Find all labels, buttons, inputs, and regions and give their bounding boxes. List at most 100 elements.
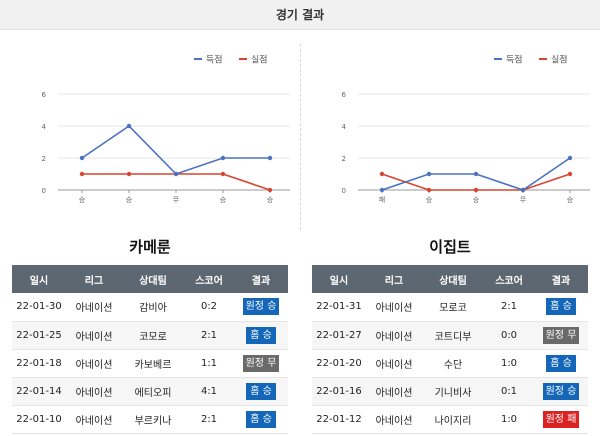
- y-tick-label: 6: [342, 91, 347, 99]
- line-chart-svg: 득점 실점 0 2 4 6 승 승 무 승 승: [42, 54, 290, 204]
- header-opponent: 상대팀: [122, 265, 184, 293]
- data-point-conceded: [267, 187, 273, 193]
- x-tick-label: 승: [426, 196, 433, 204]
- header-date: 일시: [12, 265, 66, 293]
- page-title: 경기 결과: [275, 8, 325, 22]
- data-point-scored: [173, 171, 179, 177]
- result-badge: 홈 승: [546, 298, 576, 316]
- table-row: 22-01-31 아네이션 모로코 2:1 홈 승: [312, 293, 588, 322]
- table-row: 22-01-20 아네이션 수단 1:0 홈 승: [312, 349, 588, 378]
- match-opponent: 코모로: [122, 321, 184, 350]
- y-tick-label: 2: [42, 155, 46, 163]
- match-opponent: 부르키나: [122, 405, 184, 434]
- table-row: 22-01-12 아네이션 나이지리 1:0 원정 패: [312, 405, 588, 434]
- match-opponent: 카보베르: [122, 349, 184, 378]
- header-result: 결과: [534, 265, 588, 293]
- y-tick-label: 4: [42, 123, 47, 131]
- data-point-conceded: [79, 171, 85, 177]
- match-date: 22-01-12: [312, 405, 366, 434]
- match-league: 아네이션: [66, 405, 122, 434]
- match-result: 원정 무: [234, 349, 288, 378]
- series-line-scored: [81, 124, 270, 175]
- legend-label-1: 실점: [551, 54, 568, 66]
- x-tick-label: 승: [567, 196, 574, 204]
- match-opponent: 나이지리: [422, 405, 484, 434]
- match-result: 홈 승: [534, 293, 588, 322]
- match-score: 1:1: [184, 349, 234, 378]
- x-tick-label: 승: [220, 196, 227, 204]
- result-badge: 원정 무: [242, 354, 280, 372]
- match-league: 아네이션: [366, 321, 422, 350]
- table-row: 22-01-30 아네이션 감비아 0:2 원정 승: [12, 293, 288, 322]
- header-result: 결과: [234, 265, 288, 293]
- match-date: 22-01-20: [312, 349, 366, 378]
- match-league: 아네이션: [366, 377, 422, 406]
- cameroon-results-chart: 득점 실점 0 2 4 6 승 승 무 승 승: [0, 44, 300, 220]
- legend-label-0: 득점: [506, 54, 523, 66]
- x-tick-label: 승: [126, 196, 133, 204]
- match-opponent: 수단: [422, 349, 484, 378]
- data-point-scored: [567, 155, 573, 161]
- table-row: 22-01-16 아네이션 기니비사 0:1 원정 승: [312, 377, 588, 406]
- data-point-conceded: [126, 171, 132, 177]
- match-score: 0:1: [484, 377, 534, 406]
- match-score: 4:1: [184, 377, 234, 406]
- match-score: 0:2: [184, 293, 234, 322]
- legend-label-1: 실점: [251, 54, 268, 66]
- match-result: 홈 승: [234, 405, 288, 434]
- x-tick-label: 승: [79, 196, 86, 204]
- header-opponent: 상대팀: [422, 265, 484, 293]
- header-league: 리그: [366, 265, 422, 293]
- match-opponent: 기니비사: [422, 377, 484, 406]
- match-result: 홈 승: [534, 349, 588, 378]
- data-point-conceded: [473, 187, 479, 193]
- match-score: 2:1: [184, 405, 234, 434]
- match-league: 아네이션: [366, 405, 422, 434]
- result-badge: 원정 승: [542, 382, 580, 400]
- y-tick-label: 6: [42, 91, 47, 99]
- match-score: 1:0: [484, 405, 534, 434]
- match-league: 아네이션: [66, 293, 122, 322]
- match-result: 홈 승: [234, 377, 288, 406]
- result-badge: 원정 승: [242, 298, 280, 316]
- data-point-scored: [520, 187, 526, 193]
- match-result: 원정 패: [534, 405, 588, 434]
- match-result: 원정 승: [534, 377, 588, 406]
- y-tick-label: 0: [342, 187, 346, 195]
- header-league: 리그: [66, 265, 122, 293]
- match-opponent: 에티오피: [122, 377, 184, 406]
- x-tick-label: 패: [379, 195, 385, 204]
- data-point-conceded: [426, 187, 432, 193]
- data-point-scored: [267, 155, 273, 161]
- result-badge: 홈 승: [246, 410, 276, 428]
- data-point-scored: [79, 155, 85, 161]
- data-point-conceded: [567, 171, 573, 177]
- match-score: 2:1: [484, 293, 534, 322]
- match-league: 아네이션: [66, 321, 122, 350]
- egypt-results-chart: 득점 실점 0 2 4 6 패 승 승 무 승: [300, 44, 600, 220]
- egypt-results-table: 일시 리그 상대팀 스코어 결과 22-01-31 아네이션 모로코 2:1 홈 승 22…: [312, 265, 588, 434]
- data-point-scored: [379, 187, 385, 193]
- match-league: 아네이션: [366, 349, 422, 378]
- table-header-row: 일시 리그 상대팀 스코어 결과: [12, 265, 288, 293]
- header-date: 일시: [312, 265, 366, 293]
- series-line-conceded: [82, 173, 271, 191]
- legend-label-0: 득점: [206, 54, 223, 66]
- match-opponent: 모로코: [422, 293, 484, 322]
- data-point-conceded: [379, 171, 385, 177]
- y-tick-label: 2: [342, 155, 346, 163]
- line-chart-svg: 득점 실점 0 2 4 6 패 승 승 무 승: [342, 54, 590, 204]
- team-title-egypt: 이집트: [429, 238, 471, 256]
- result-badge: 원정 패: [542, 410, 580, 428]
- result-badge: 원정 무: [542, 326, 580, 344]
- table-row: 22-01-14 아네이션 에티오피 4:1 홈 승: [12, 377, 288, 406]
- table-row: 22-01-27 아네이션 코트디부 0:0 원정 무: [312, 321, 588, 350]
- table-header-row: 일시 리그 상대팀 스코어 결과: [312, 265, 588, 293]
- match-opponent: 코트디부: [422, 321, 484, 350]
- table-row: 22-01-25 아네이션 코모로 2:1 홈 승: [12, 321, 288, 350]
- page-header: 경기 결과: [0, 0, 600, 30]
- match-league: 아네이션: [66, 349, 122, 378]
- data-point-scored: [473, 171, 479, 177]
- match-league: 아네이션: [366, 293, 422, 322]
